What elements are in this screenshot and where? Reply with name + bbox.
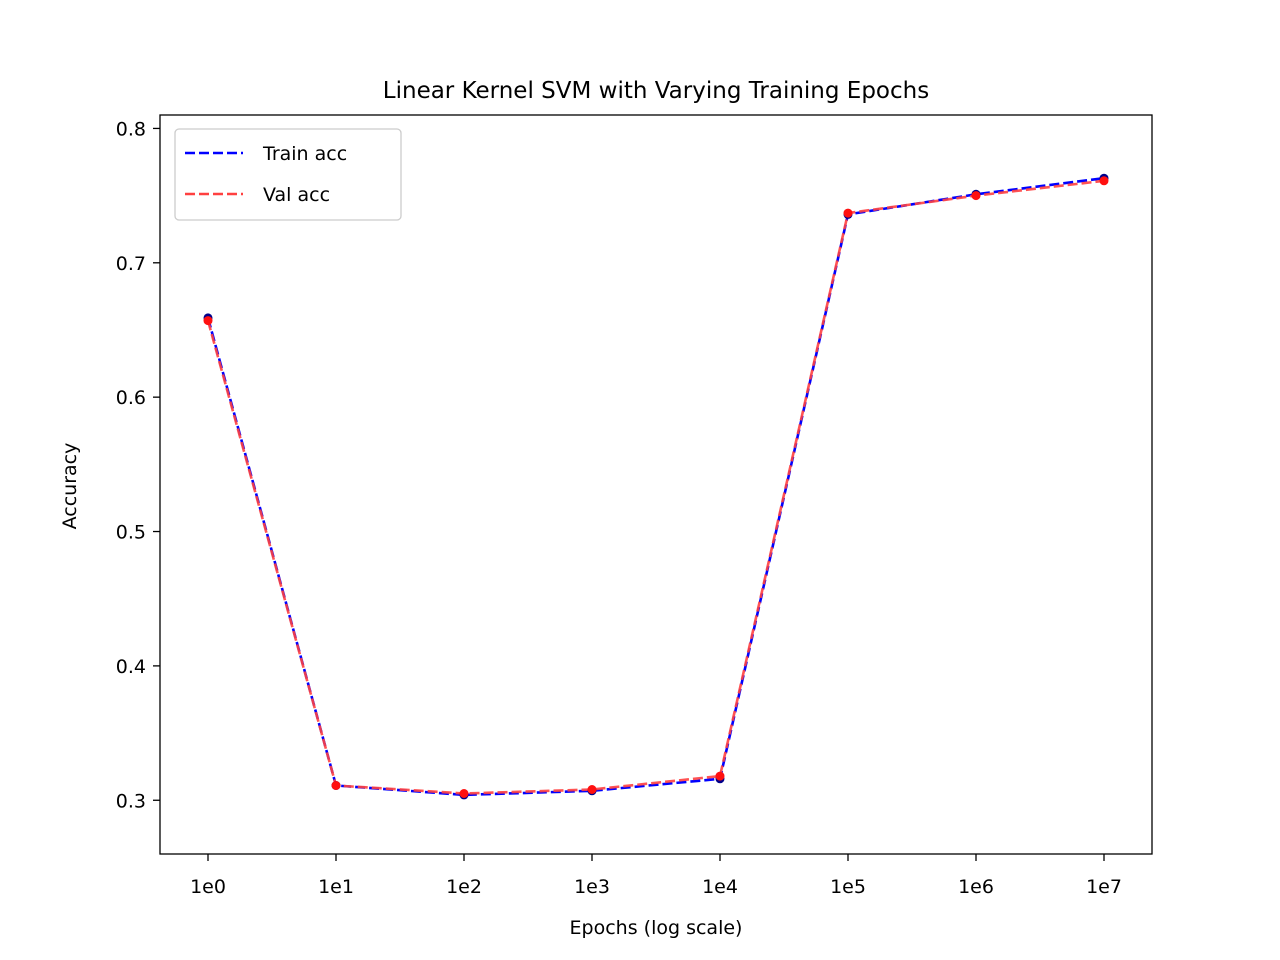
x-tick-label: 1e6	[958, 876, 994, 898]
y-tick-label: 0.6	[116, 387, 146, 409]
x-tick-label: 1e5	[830, 876, 866, 898]
data-point-val-acc	[971, 191, 981, 201]
y-axis-ticks: 0.3 0.4 0.5 0.6 0.7 0.8	[116, 118, 160, 812]
y-tick-label: 0.7	[116, 253, 146, 275]
chart-title: Linear Kernel SVM with Varying Training …	[383, 78, 929, 104]
legend-label-val: Val acc	[263, 184, 330, 206]
series-markers	[203, 173, 1109, 800]
x-axis-label: Epochs (log scale)	[570, 917, 743, 939]
x-tick-label: 1e3	[574, 876, 610, 898]
x-tick-label: 1e7	[1086, 876, 1122, 898]
series-lines	[206, 176, 1105, 797]
legend-label-train: Train acc	[262, 143, 347, 165]
series-line-train-acc	[206, 176, 1105, 797]
y-tick-label: 0.3	[116, 790, 146, 812]
x-tick-label: 1e0	[190, 876, 226, 898]
plot-frame	[159, 114, 1153, 855]
x-tick-label: 1e4	[702, 876, 738, 898]
data-point-val-acc	[459, 789, 469, 798]
data-point-val-acc	[203, 316, 213, 326]
y-tick-label: 0.4	[116, 656, 146, 678]
legend: Train acc Val acc	[174, 128, 402, 221]
x-axis-ticks: 1e0 1e1 1e2 1e3 1e4 1e5 1e6 1e7	[190, 854, 1122, 898]
series-line-val-acc	[206, 179, 1105, 795]
data-point-val-acc	[331, 781, 341, 790]
data-point-val-acc	[1099, 176, 1109, 186]
data-point-val-acc	[843, 208, 853, 218]
plot-area	[160, 115, 1152, 854]
y-axis-label: Accuracy	[59, 443, 81, 530]
y-tick-label: 0.8	[116, 118, 146, 140]
data-point-val-acc	[715, 771, 725, 781]
y-tick-label: 0.5	[116, 522, 146, 544]
x-tick-label: 1e1	[318, 876, 354, 898]
x-tick-label: 1e2	[446, 876, 482, 898]
data-point-val-acc	[587, 785, 597, 794]
